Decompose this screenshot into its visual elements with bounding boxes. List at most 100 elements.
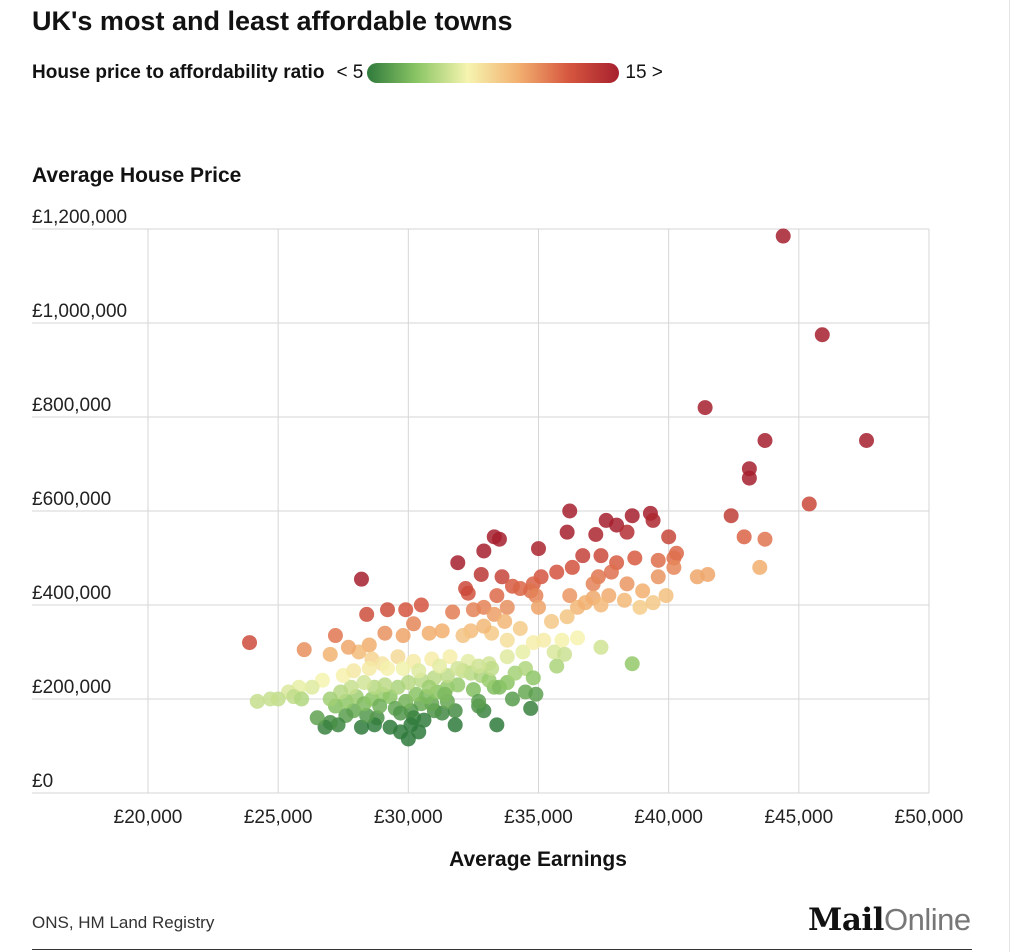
data-point (666, 559, 682, 575)
data-point (624, 656, 640, 672)
legend-min-label: < 5 (336, 62, 364, 83)
data-point (432, 658, 448, 674)
data-point (536, 632, 552, 648)
data-point (577, 595, 593, 611)
data-point (471, 658, 487, 674)
y-tick-label: £1,200,000 (32, 207, 127, 228)
data-point (559, 609, 575, 625)
data-point (619, 576, 635, 592)
y-tick-label: £1,000,000 (32, 301, 127, 322)
data-point (476, 618, 492, 634)
data-point (416, 712, 432, 728)
data-point (296, 642, 312, 658)
data-point (635, 583, 651, 599)
footer-divider (32, 949, 972, 950)
data-point (499, 649, 515, 665)
data-point (494, 569, 510, 585)
data-point (455, 628, 471, 644)
data-point (645, 595, 661, 611)
x-tick-label: £50,000 (895, 807, 964, 828)
data-point (593, 548, 609, 564)
data-point (413, 597, 429, 613)
x-tick-label: £45,000 (764, 807, 833, 828)
data-point (619, 524, 635, 540)
data-point (814, 327, 830, 343)
y-tick-label: £400,000 (32, 583, 111, 604)
y-tick-label: £200,000 (32, 677, 111, 698)
data-point (393, 705, 409, 721)
legend-color-scale (367, 63, 620, 83)
data-point (322, 646, 338, 662)
data-point (512, 581, 528, 597)
data-point (377, 625, 393, 641)
data-point (382, 719, 398, 735)
data-point (515, 644, 531, 660)
data-point (593, 639, 609, 655)
data-point (395, 660, 411, 676)
logo-mail-text: Mail (808, 902, 884, 938)
data-point (585, 576, 601, 592)
mailonline-logo[interactable]: MailOnline (808, 902, 971, 938)
data-point (562, 588, 578, 604)
data-point (434, 623, 450, 639)
y-axis-title: Average House Price (32, 164, 242, 187)
data-point (504, 691, 520, 707)
data-point (575, 548, 591, 564)
data-point (411, 663, 427, 679)
data-point (327, 628, 343, 644)
data-point (499, 632, 515, 648)
data-point (757, 531, 773, 547)
data-point (322, 691, 338, 707)
data-point (353, 719, 369, 735)
data-point (588, 527, 604, 542)
data-point (525, 670, 541, 686)
chart-title: UK's most and least affordable towns (32, 6, 513, 36)
x-tick-label: £40,000 (634, 807, 703, 828)
data-point (499, 599, 515, 615)
data-point (554, 632, 570, 648)
data-point (645, 512, 661, 528)
data-point (489, 717, 505, 733)
data-point (484, 660, 500, 676)
data-point (340, 639, 356, 655)
data-point (361, 660, 377, 676)
data-point (450, 660, 466, 676)
data-point (465, 602, 481, 618)
data-point (570, 630, 586, 646)
color-legend: House price to affordability ratio < 5 1… (32, 60, 663, 86)
logo-online-text: Online (883, 902, 971, 937)
data-point (242, 635, 258, 651)
source-credit: ONS, HM Land Registry (32, 913, 215, 932)
data-point (445, 604, 461, 620)
data-point (309, 710, 325, 726)
data-point (421, 625, 437, 641)
data-point (398, 602, 414, 618)
data-point (411, 724, 427, 740)
data-point (346, 663, 362, 679)
data-point (557, 646, 573, 662)
y-tick-label: £600,000 (32, 489, 111, 510)
x-tick-label: £35,000 (504, 807, 573, 828)
data-point (531, 541, 546, 557)
data-point (489, 588, 505, 604)
data-point (497, 613, 513, 629)
data-point (650, 569, 666, 585)
data-point (359, 707, 375, 723)
data-point (661, 529, 677, 545)
data-point (658, 588, 674, 604)
data-point (437, 686, 453, 702)
data-point (700, 566, 716, 582)
data-point (624, 508, 640, 524)
data-point (531, 599, 546, 615)
data-point (775, 228, 791, 244)
x-tick-label: £20,000 (114, 807, 183, 828)
data-point (549, 658, 565, 674)
data-point (450, 555, 466, 571)
legend-max-label: 15 > (625, 62, 663, 83)
data-point (450, 677, 466, 693)
data-point (741, 470, 757, 486)
x-tick-label: £25,000 (244, 807, 313, 828)
data-point (353, 571, 369, 587)
data-point (359, 606, 375, 622)
